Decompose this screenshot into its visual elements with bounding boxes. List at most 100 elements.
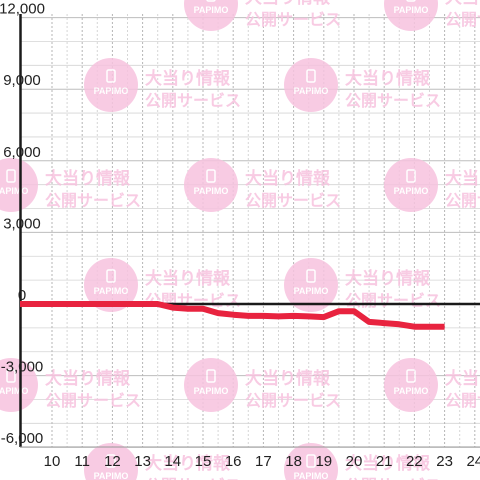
x-tick-label: 14 [164, 453, 181, 470]
y-tick-label: 3,000 [3, 215, 41, 232]
watermark-logo-text: PAPIMO [194, 386, 229, 396]
phone-icon [306, 69, 316, 83]
watermark-logo-text: PAPIMO [394, 5, 429, 15]
x-tick-label: 15 [195, 453, 212, 470]
watermark-line-1: 大当り情報 [445, 0, 480, 8]
x-tick-label: 10 [44, 453, 61, 470]
watermark-line-2: 公開サービス [45, 191, 141, 210]
watermark-line-1: 大当り情報 [145, 68, 231, 89]
series-layer [20, 301, 445, 330]
watermark-logo-text: PAPIMO [194, 5, 229, 15]
y-tick-label: -3,000 [1, 359, 44, 376]
watermark-logo-text: PAPIMO [394, 386, 429, 396]
y-tick-label: 12,000 [0, 1, 45, 18]
tick-labels: -6,000 -3,000 0 3,000 6,000 9,000 12,000 10 11 12… [0, 1, 480, 470]
watermark-line-2: 公開サービス [345, 291, 441, 310]
y-tick-label: -6,000 [1, 430, 44, 447]
watermark-logo-text: PAPIMO [0, 386, 28, 396]
watermark-line-1: 大当り情報 [145, 453, 231, 474]
watermark-line-2: 公開サービス [145, 476, 241, 480]
phone-icon [206, 369, 216, 383]
papimo-logo-icon [184, 0, 238, 31]
watermark-logo-text: PAPIMO [194, 186, 229, 196]
phone-icon [306, 454, 316, 468]
watermark-logo-text: PAPIMO [294, 471, 329, 480]
papimo-logo-icon [384, 158, 438, 212]
papimo-logo-icon [84, 443, 138, 480]
watermark-logo-text: PAPIMO [94, 86, 129, 96]
phone-icon [306, 269, 316, 283]
x-tick-label: 12 [104, 453, 121, 470]
watermark-line-2: 公開サービス [245, 391, 341, 410]
papimo-logo-icon [284, 258, 338, 312]
y-tick-label: 9,000 [3, 72, 41, 89]
papimo-logo-icon [184, 358, 238, 412]
watermark-logo-text: PAPIMO [294, 86, 329, 96]
y-tick-label: 0 [18, 287, 26, 304]
phone-icon [106, 269, 116, 283]
papimo-logo-icon [184, 158, 238, 212]
papimo-logo-icon [284, 443, 338, 480]
phone-icon [406, 169, 416, 183]
x-tick-label: 17 [255, 453, 272, 470]
watermark-logo-text: PAPIMO [94, 286, 129, 296]
watermark-line-1: 大当り情報 [245, 168, 331, 189]
watermark-logo-text: PAPIMO [0, 186, 28, 196]
papimo-logo-icon [84, 58, 138, 112]
watermark-line-2: 公開サービス [345, 91, 441, 110]
x-tick-label: 13 [134, 453, 151, 470]
phone-icon [6, 369, 16, 383]
watermark-line-1: 大当り情報 [145, 268, 231, 289]
watermark-line-2: 公開サービス [345, 476, 441, 480]
watermark-logo-text: PAPIMO [94, 471, 129, 480]
papimo-logo-icon [0, 358, 38, 412]
phone-icon [206, 169, 216, 183]
phone-icon [206, 0, 216, 2]
x-tick-label: 16 [225, 453, 242, 470]
watermark-line-1: 大当り情報 [245, 368, 331, 389]
watermark-line-1: 大当り情報 [245, 0, 331, 8]
watermark-line-2: 公開サービス [145, 91, 241, 110]
watermark-line-1: 大当り情報 [445, 168, 480, 189]
y-tick-label: 6,000 [3, 144, 41, 161]
x-tick-label: 20 [346, 453, 363, 470]
watermark-logo-text: PAPIMO [294, 286, 329, 296]
x-tick-label: 23 [436, 453, 453, 470]
watermark-line-2: 公開サービス [445, 191, 480, 210]
watermark-line-2: 公開サービス [245, 191, 341, 210]
phone-icon [106, 454, 116, 468]
phone-icon [6, 169, 16, 183]
watermark-line-1: 大当り情報 [345, 453, 431, 474]
watermark-logo-text: PAPIMO [394, 186, 429, 196]
watermark-line-2: 公開サービス [45, 391, 141, 410]
papimo-logo-icon [284, 58, 338, 112]
x-tick-label: 11 [74, 453, 90, 470]
watermark-line-1: 大当り情報 [345, 268, 431, 289]
x-tick-label: 24 [466, 453, 480, 470]
watermark-line-2: 公開サービス [445, 391, 480, 410]
x-tick-label: 19 [315, 453, 332, 470]
phone-icon [406, 0, 416, 2]
x-tick-label: 18 [285, 453, 302, 470]
watermark-line-2: 公開サービス [245, 10, 341, 29]
x-tick-label: 21 [376, 453, 393, 470]
watermark-line-1: 大当り情報 [345, 68, 431, 89]
papimo-logo-icon [0, 158, 38, 212]
phone-icon [406, 369, 416, 383]
watermark-line-2: 公開サービス [445, 10, 480, 29]
